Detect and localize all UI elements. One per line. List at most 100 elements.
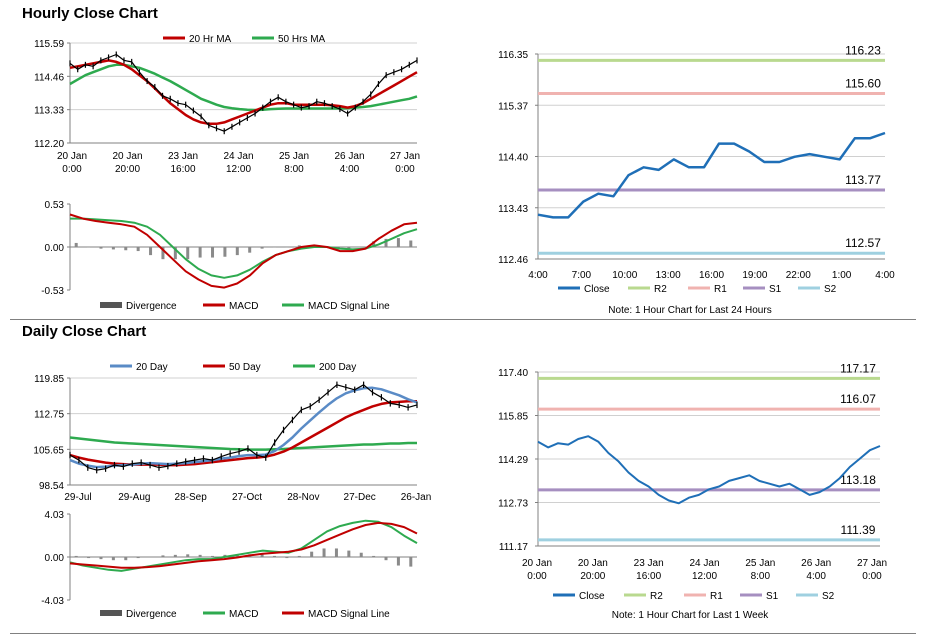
hourly-section-title: Hourly Close Chart <box>22 5 158 22</box>
daily-levels-xtick-label: 0:00 <box>862 571 882 582</box>
hourly-macd-divergence-bar <box>74 242 78 247</box>
daily-levels-xtick-label: 4:00 <box>806 571 826 582</box>
daily-macd-series <box>69 519 418 572</box>
daily-macd-divergence-bar <box>124 557 128 561</box>
daily-price-xtick-label: 29-Aug <box>118 492 150 503</box>
hourly-macd-divergence-bar <box>248 247 252 253</box>
hourly-macd-divergence-bar <box>198 247 202 258</box>
hourly-macd-divergence-bar <box>347 247 351 249</box>
hourly-price-ytick-label: 112.20 <box>34 139 64 150</box>
hourly-macd-divergence-bar <box>149 247 153 256</box>
hourly-price-xtick-label: 16:00 <box>170 164 195 175</box>
hourly-levels-ytick-label: 115.37 <box>498 101 528 112</box>
daily-section-title: Daily Close Chart <box>22 323 147 340</box>
daily-level-s1-label: 113.18 <box>840 473 876 487</box>
daily-level-r2-label: 117.17 <box>840 361 876 375</box>
daily-macd-divergence-bar <box>173 554 177 557</box>
hourly-price-ytick-label: 114.46 <box>34 72 64 83</box>
daily-macd-divergence-bar <box>272 555 276 557</box>
daily-levels-xtick-label: 20:00 <box>580 571 605 582</box>
hourly-macd-divergence-bar <box>161 247 165 260</box>
hourly-levels-legend-label: R2 <box>654 284 667 295</box>
hourly-price-xtick-label: 26 Jan <box>334 151 364 162</box>
daily-levels-ytick-label: 112.73 <box>498 499 528 510</box>
hourly-macd-divergence-bar <box>359 247 363 248</box>
daily-levels-xtick-label: 26 Jan <box>801 558 831 569</box>
daily-levels-legend-label: S2 <box>822 591 835 602</box>
daily-macd-divergence-bar <box>149 556 153 557</box>
hourly-macd-divergence-bar <box>186 247 190 260</box>
daily-macd-divergence-bar <box>161 555 165 557</box>
daily-price-xtick-label: 29-Jul <box>64 492 91 503</box>
daily-macd-divergence-bar <box>372 555 376 557</box>
hourly-macd-divergence-bar <box>384 238 388 247</box>
daily-macd-divergence-bar <box>334 548 338 557</box>
hourly-macd-divergence-bar <box>372 241 376 247</box>
hourly-price-xtick-label: 20:00 <box>115 164 140 175</box>
daily-macd-divergence-bar <box>347 550 351 557</box>
section-divider <box>10 319 916 320</box>
hourly-levels-ytick-label: 116.35 <box>498 50 528 61</box>
hourly-macd-divergence-bar <box>211 247 215 258</box>
daily-macd-legend-label: Divergence <box>126 609 177 620</box>
hourly-levels-legend-label: S2 <box>824 284 837 295</box>
daily-price-xtick-label: 28-Sep <box>175 492 208 503</box>
daily-macd-divergence-bar <box>111 557 115 561</box>
hourly-macd-ytick-label: 0.00 <box>45 243 65 254</box>
hourly-levels-xtick-label: 4:00 <box>875 270 895 281</box>
hourly-price-xtick-label: 8:00 <box>284 164 304 175</box>
hourly-price-legend-label: 20 Hr MA <box>189 34 232 45</box>
hourly-price-xtick-label: 23 Jan <box>168 151 198 162</box>
hourly-macd-legend-label: MACD Signal Line <box>308 301 390 312</box>
hourly-price-xtick-label: 20 Jan <box>57 151 87 162</box>
daily-macd-divergence-bar <box>359 552 363 557</box>
daily-price-xtick-label: 28-Nov <box>287 492 319 503</box>
daily-levels-xtick-label: 23 Jan <box>634 558 664 569</box>
hourly-price-xtick-label: 0:00 <box>395 164 415 175</box>
daily-levels-ytick-label: 114.29 <box>498 455 528 466</box>
daily-level-r1-label: 116.07 <box>840 392 876 406</box>
hourly-levels-ytick-label: 112.46 <box>498 255 528 266</box>
hourly-macd-divergence-bar <box>136 247 140 252</box>
daily-levels-xtick-label: 8:00 <box>751 571 771 582</box>
hourly-macd-divergence-bar <box>99 247 103 249</box>
daily-price-price-line <box>69 384 418 471</box>
hourly-macd-legend-swatch <box>100 302 122 308</box>
hourly-macd-divergence-bar <box>87 247 91 248</box>
hourly-levels-ytick-label: 114.40 <box>498 153 528 164</box>
hourly-macd-divergence-bar <box>124 247 128 251</box>
hourly-levels-xtick-label: 1:00 <box>832 270 852 281</box>
hourly-ma50-series <box>69 63 418 112</box>
daily-macd-divergence-bar <box>396 557 400 566</box>
daily-levels-note: Note: 1 Hour Chart for Last 1 Week <box>612 610 770 621</box>
hourly-price-xtick-label: 0:00 <box>62 164 82 175</box>
hourly-price-xtick-label: 27 Jan <box>390 151 420 162</box>
hourly-levels-legend-label: R1 <box>714 284 727 295</box>
daily-levels-xtick-label: 27 Jan <box>857 558 887 569</box>
hourly-levels-xtick-label: 19:00 <box>742 270 767 281</box>
daily-levels-xtick-label: 24 Jan <box>689 558 719 569</box>
hourly-price-xtick-label: 4:00 <box>340 164 360 175</box>
hourly-price-xtick-label: 20 Jan <box>112 151 142 162</box>
daily-macd-legend-label: MACD <box>229 609 258 620</box>
daily-price-xtick-label: 27-Oct <box>232 492 262 503</box>
hourly-macd-divergence-bar <box>285 247 289 248</box>
daily-macd-divergence-bar <box>384 557 388 561</box>
hourly-macd-divergence-bar <box>260 247 264 249</box>
hourly-price-price-line <box>69 53 418 132</box>
daily-close-series <box>537 435 881 505</box>
hourly-levels-xtick-label: 4:00 <box>528 270 548 281</box>
hourly-levels-note: Note: 1 Hour Chart for Last 24 Hours <box>608 305 771 316</box>
daily-macd-ytick-label: 4.03 <box>45 510 65 521</box>
hourly-macd-divergence-bar <box>223 247 227 257</box>
daily-macd-signal-series <box>69 521 418 569</box>
daily-macd-divergence-bar <box>99 557 103 560</box>
daily-levels-xtick-label: 16:00 <box>636 571 661 582</box>
hourly-level-r1-label: 115.60 <box>845 77 881 91</box>
daily-macd-legend-swatch <box>100 610 122 616</box>
daily-macd-divergence-bar <box>310 551 314 557</box>
daily-levels-xtick-label: 25 Jan <box>745 558 775 569</box>
hourly-level-s1-label: 113.77 <box>845 173 881 187</box>
hourly-level-s2-label: 112.57 <box>845 236 881 250</box>
